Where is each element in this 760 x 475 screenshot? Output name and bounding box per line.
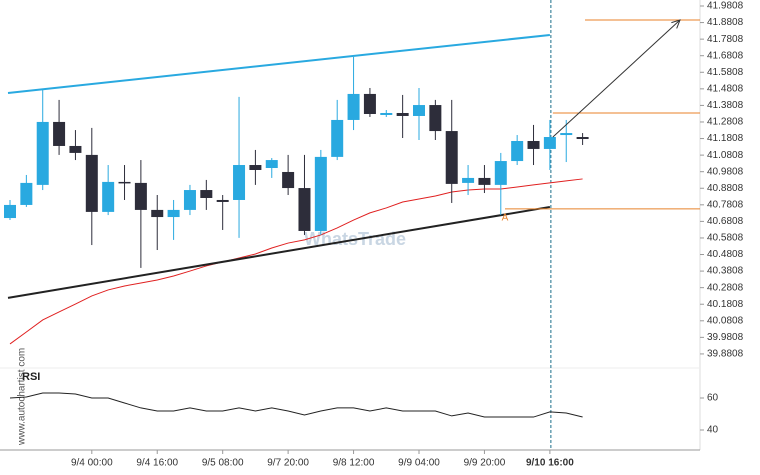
candle-body <box>183 190 196 210</box>
y-tick-label: 41.6808 <box>707 50 744 61</box>
candle-body <box>363 93 376 114</box>
candle-body <box>233 165 246 200</box>
candle-body <box>216 199 229 202</box>
x-tick-label: 9/8 12:00 <box>333 458 375 469</box>
y-tick-label: 41.2808 <box>707 117 744 128</box>
lower-channel <box>7 205 551 299</box>
candle-body <box>134 182 147 210</box>
candle-body <box>478 177 491 185</box>
forecast-arrow <box>552 19 681 138</box>
y-tick-label: 41.7808 <box>707 34 744 45</box>
candle-body <box>445 131 458 184</box>
candle-body <box>413 105 425 116</box>
candle-body <box>298 188 311 231</box>
rsi-line <box>9 392 583 418</box>
candle-body <box>511 140 524 162</box>
candle-body <box>560 133 573 136</box>
candle-body <box>118 181 131 184</box>
y-tick-label: 40.9808 <box>707 166 744 177</box>
y-tick-label: 41.9808 <box>707 1 744 12</box>
y-tick-label: 40.0808 <box>707 315 744 326</box>
x-tick-label: 9/9 04:00 <box>398 458 440 469</box>
candle-body <box>53 121 66 146</box>
y-tick-label: 40.5808 <box>707 233 744 244</box>
candle-body <box>265 160 278 169</box>
y-tick-label: 41.5808 <box>707 67 744 78</box>
y-tick-label: 40.7808 <box>707 199 744 210</box>
y-tick-label: 60 <box>707 393 719 404</box>
candle-body <box>85 154 98 212</box>
candle-body <box>527 140 540 149</box>
upper-channel <box>7 33 550 94</box>
x-tick-label: 9/9 20:00 <box>464 458 506 469</box>
x-tick-label: 9/4 16:00 <box>136 458 178 469</box>
candle-body <box>380 112 393 115</box>
y-tick-label: 41.8808 <box>707 17 744 28</box>
candle-body <box>167 209 180 218</box>
y-tick-label: 40.1808 <box>707 299 744 310</box>
y-tick-label: 41.4808 <box>707 83 744 94</box>
candle-body <box>200 190 213 198</box>
x-tick-label: 9/10 16:00 <box>526 458 574 469</box>
y-tick-label: 40.4808 <box>707 249 744 260</box>
candle-body <box>20 182 33 205</box>
candle-body <box>494 161 507 185</box>
level-label: A <box>502 213 509 224</box>
y-tick-label: 41.3808 <box>707 100 744 111</box>
candle-body <box>314 156 327 231</box>
candle-body <box>462 177 475 183</box>
y-tick-label: 40.2808 <box>707 282 744 293</box>
candle-body <box>347 93 360 120</box>
y-tick-label: 39.8808 <box>707 349 744 360</box>
x-tick-label: 9/7 20:00 <box>267 458 309 469</box>
y-tick-label: 41.0808 <box>707 150 744 161</box>
candle-body <box>151 209 164 218</box>
candle-body <box>576 137 589 140</box>
candle-body <box>36 121 49 185</box>
arrow-head <box>671 19 681 29</box>
y-tick-label: 39.9808 <box>707 332 744 343</box>
y-tick-label: 40.3808 <box>707 266 744 277</box>
y-tick-label: 41.1808 <box>707 133 744 144</box>
x-tick-label: 9/4 00:00 <box>71 458 113 469</box>
y-tick-label: 40 <box>707 425 719 436</box>
candle-body <box>396 112 409 116</box>
rsi-label: RSI <box>22 371 40 383</box>
y-tick-label: 40.6808 <box>707 216 744 227</box>
candle-body <box>69 145 82 153</box>
y-tick-label: 40.8808 <box>707 183 744 194</box>
candle-body <box>282 171 295 189</box>
candle-body <box>102 181 115 212</box>
x-tick-label: 9/5 08:00 <box>202 458 244 469</box>
candle-body <box>429 105 442 132</box>
moving-average <box>9 178 583 345</box>
candle-body <box>331 119 344 157</box>
candle-body <box>543 137 556 149</box>
candle-body <box>249 165 262 170</box>
candle-body <box>4 204 16 219</box>
